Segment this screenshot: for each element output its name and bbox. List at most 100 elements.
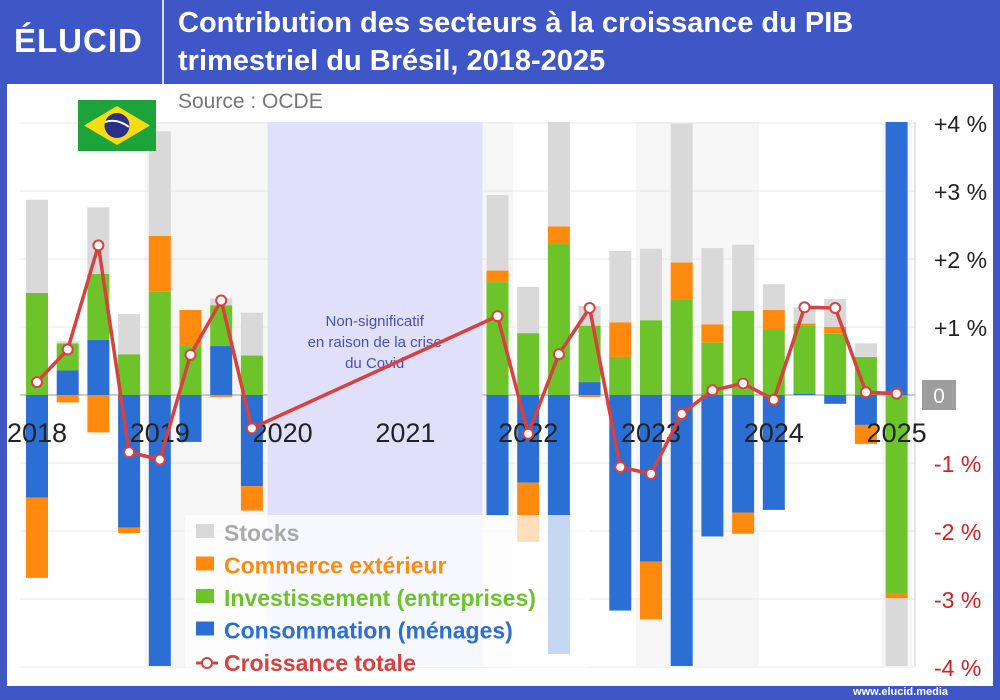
bar-stocks-2023T4	[732, 244, 755, 311]
legend-swatch-consommation	[196, 621, 214, 636]
zero-badge	[922, 380, 956, 410]
elucid-logo: ÉLUCID	[14, 22, 143, 59]
bar-investissement-2024T1	[762, 329, 785, 395]
bar-consommation-2022T4	[609, 395, 632, 611]
x-tick-label: 2019	[130, 418, 190, 448]
legend-swatch-stocks	[196, 524, 214, 538]
bar-consommation-2021T4	[486, 395, 509, 516]
chart-source: Source : OCDE	[178, 90, 323, 113]
bar-investissement-2023T1	[640, 320, 662, 395]
y-tick-label: +2 %	[934, 247, 987, 273]
growth-point-2022T4	[614, 461, 627, 474]
bar-stocks-2024T4	[854, 343, 877, 357]
bar-consommation-2018T2	[56, 370, 79, 395]
bar-consommation-2022T3	[578, 382, 601, 395]
bar-commerce-2019T2	[179, 310, 202, 347]
x-tick-label: 2024	[744, 418, 804, 448]
y-tick-label: -2 %	[934, 519, 981, 545]
footer-url: www.elucid.media	[853, 686, 948, 698]
legend-marker-icon	[201, 657, 213, 669]
bar-consommation-2023T4	[732, 395, 755, 513]
bar-investissement-2021T4	[486, 282, 509, 395]
legend-box	[185, 515, 590, 667]
bar-commerce-2024T3	[824, 327, 847, 334]
bar-commerce-2024T1	[762, 310, 785, 330]
bar-investissement-2023T4	[732, 310, 755, 395]
x-tick-label: 2025	[867, 418, 927, 448]
bar-commerce-2023T2	[670, 262, 693, 300]
growth-point-2021T4	[491, 310, 504, 323]
growth-point-2024T1	[767, 393, 780, 406]
bar-investissement-2023T3	[701, 342, 724, 395]
bar-stocks-2019T4	[240, 312, 263, 356]
bar-consommation-2019T4	[240, 395, 263, 487]
bar-commerce-2021T4	[486, 270, 509, 283]
growth-point-2018T4	[123, 446, 136, 459]
bar-consommation-2018T1	[26, 395, 48, 498]
growth-point-2019T4	[245, 422, 258, 435]
y-tick-label: +4 %	[934, 111, 987, 137]
bar-commerce-2018T3	[87, 395, 110, 433]
bar-stocks-2022T2	[547, 122, 570, 227]
bar-consommation-2024T2	[793, 393, 816, 395]
title-line-1: Contribution des secteurs à la croissanc…	[178, 7, 854, 39]
bar-consommation-2024T1	[762, 395, 785, 510]
bar-consommation-2023T2	[670, 395, 693, 666]
legend-label-croissance: Croissance totale	[224, 650, 416, 676]
bar-commerce-2022T2	[547, 226, 570, 245]
bar-consommation-2024T4	[854, 395, 877, 425]
bar-stocks-2023T3	[701, 248, 724, 325]
x-tick-label: 2021	[375, 418, 435, 448]
bar-stocks-2022T4	[609, 250, 632, 323]
bar-consommation-2019T3	[210, 346, 233, 395]
bar-consommation-2024T3	[824, 395, 847, 404]
bar-investissement-2022T1	[517, 333, 540, 395]
growth-point-2023T1	[645, 467, 657, 480]
bar-investissement-2019T3	[210, 305, 233, 347]
bar-stocks-2024T1	[762, 284, 785, 310]
bar-investissement-2024T2	[793, 325, 816, 394]
header-divider	[162, 0, 164, 84]
growth-point-2024T2	[798, 301, 811, 314]
bar-commerce-2023T4	[732, 512, 755, 534]
bar-investissement-2018T1	[26, 293, 48, 395]
bar-commerce-2018T4	[118, 527, 141, 534]
covid-annotation: en raison de la crise	[308, 334, 442, 351]
growth-point-2025T1	[890, 387, 903, 400]
y-tick-label: -4 %	[934, 655, 981, 681]
y-tick-label: -3 %	[934, 587, 981, 613]
growth-point-2022T3	[583, 301, 596, 314]
bar-investissement-2023T2	[670, 299, 693, 395]
bar-commerce-2024T2	[793, 323, 816, 326]
bar-commerce-2022T4	[609, 322, 632, 357]
legend-swatch-commerce	[196, 556, 214, 571]
growth-point-2023T4	[737, 377, 750, 390]
bar-consommation-2018T3	[87, 339, 110, 395]
bar-commerce-2022T3	[578, 395, 601, 398]
bar-consommation-2025T1	[885, 122, 908, 396]
growth-point-2024T3	[829, 301, 842, 314]
bar-stocks-2018T2	[56, 341, 79, 344]
y-tick-label: +3 %	[934, 179, 987, 205]
bar-commerce-2024T4	[854, 424, 877, 444]
bar-stocks-2021T4	[486, 195, 509, 271]
growth-point-2023T2	[675, 408, 688, 421]
growth-point-2023T3	[706, 384, 719, 397]
bar-commerce-2018T1	[26, 497, 48, 578]
bar-investissement-2019T1	[148, 291, 171, 395]
growth-point-2022T2	[552, 348, 565, 361]
bar-stocks-2018T1	[26, 199, 48, 293]
bar-investissement-2022T4	[609, 356, 632, 395]
bar-commerce-2025T1	[885, 593, 908, 599]
bar-consommation-2019T1	[148, 395, 171, 666]
bar-stocks-2023T1	[640, 248, 662, 321]
bar-stocks-2019T1	[148, 131, 171, 236]
growth-point-2019T2	[184, 348, 197, 361]
bar-commerce-2018T2	[56, 395, 79, 403]
growth-point-2019T3	[215, 294, 228, 307]
x-tick-label: 2018	[7, 418, 67, 448]
brazil-flag-icon	[78, 100, 156, 151]
growth-point-2022T1	[522, 427, 535, 440]
bar-commerce-2019T3	[210, 395, 233, 398]
